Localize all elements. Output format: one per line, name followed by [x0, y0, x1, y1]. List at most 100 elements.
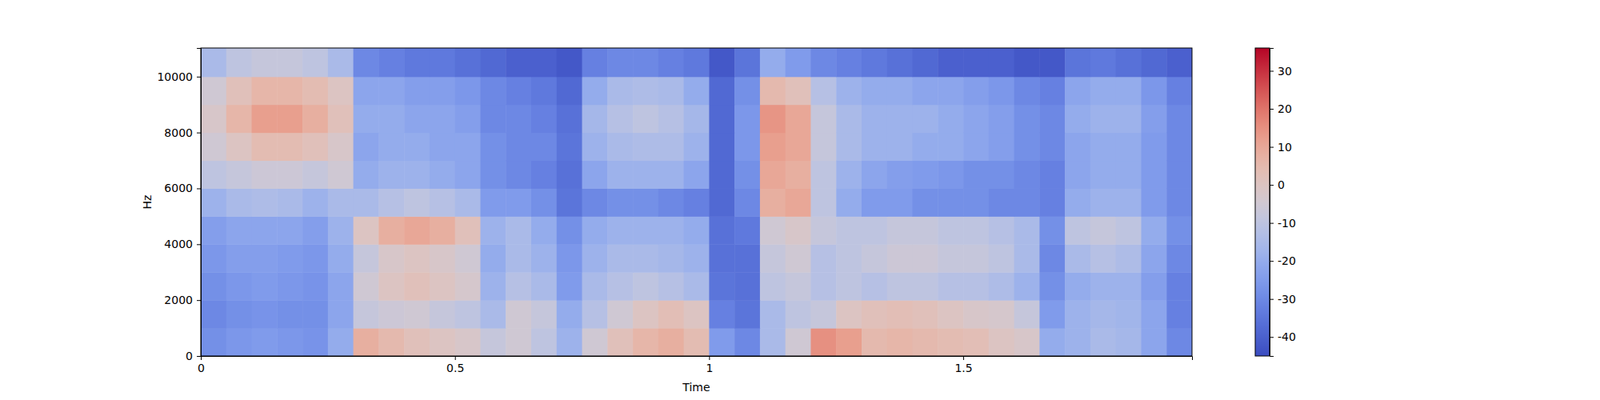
- cell: [1039, 216, 1065, 244]
- cell: [937, 132, 964, 161]
- cell: [1090, 216, 1116, 244]
- cell: [963, 216, 989, 244]
- cell: [810, 132, 836, 161]
- cell: [1140, 300, 1167, 328]
- cell: [734, 132, 760, 161]
- cell: [276, 76, 303, 105]
- cell: [658, 272, 684, 300]
- cell: [988, 328, 1015, 356]
- cell: [252, 48, 278, 77]
- cell: [988, 216, 1015, 244]
- cell: [531, 328, 557, 356]
- cell: [861, 160, 888, 189]
- tick-label: 10: [1277, 140, 1292, 154]
- cell: [760, 188, 786, 216]
- cell: [963, 48, 989, 77]
- cell: [276, 104, 303, 133]
- cell: [988, 244, 1015, 272]
- cell: [276, 328, 303, 356]
- cell: [200, 272, 227, 300]
- cell: [658, 104, 684, 133]
- cell: [1014, 104, 1040, 133]
- cell: [1140, 104, 1167, 133]
- cell: [861, 328, 888, 356]
- cell: [531, 188, 557, 216]
- cell: [1014, 272, 1040, 300]
- cell: [836, 272, 862, 300]
- cell: [404, 188, 430, 216]
- cell: [785, 328, 812, 356]
- cell: [836, 48, 862, 77]
- cell: [455, 104, 481, 133]
- cell: [353, 244, 380, 272]
- cell: [1064, 76, 1091, 105]
- cell: [607, 244, 633, 272]
- y-axis: 0200040006000800010000: [156, 48, 201, 363]
- cell: [1166, 244, 1192, 272]
- cell: [378, 328, 404, 356]
- cell: [404, 244, 430, 272]
- cell: [912, 132, 939, 161]
- cell: [937, 48, 964, 77]
- cell: [861, 300, 888, 328]
- cell: [556, 160, 583, 189]
- cell: [302, 244, 328, 272]
- tick-label: 30: [1277, 64, 1292, 77]
- cell: [658, 76, 684, 105]
- cell: [378, 48, 404, 77]
- cell: [1014, 216, 1040, 244]
- cell: [378, 188, 404, 216]
- cell: [480, 216, 506, 244]
- cell: [200, 216, 227, 244]
- cell: [1116, 244, 1142, 272]
- cell: [632, 188, 659, 216]
- cell: [937, 216, 964, 244]
- cell: [1014, 160, 1040, 189]
- cell: [328, 104, 354, 133]
- cell: [861, 48, 888, 77]
- cell: [531, 48, 557, 77]
- cell: [302, 300, 328, 328]
- cell: [1090, 300, 1116, 328]
- cell: [887, 76, 913, 105]
- cell: [1039, 104, 1065, 133]
- cell: [276, 48, 303, 77]
- cell: [378, 272, 404, 300]
- cell: [302, 272, 328, 300]
- cell: [302, 188, 328, 216]
- cell: [708, 132, 735, 161]
- cell: [302, 328, 328, 356]
- cell: [531, 76, 557, 105]
- cell: [1064, 244, 1091, 272]
- cell: [1166, 300, 1192, 328]
- cell: [836, 188, 862, 216]
- cell: [887, 272, 913, 300]
- cell: [480, 76, 506, 105]
- cell: [912, 300, 939, 328]
- tick-label: 1: [705, 361, 713, 375]
- cell: [1014, 188, 1040, 216]
- cell: [582, 300, 608, 328]
- tick-label: -40: [1277, 330, 1296, 344]
- cell: [429, 132, 456, 161]
- cell: [937, 300, 964, 328]
- cell: [708, 300, 735, 328]
- cell: [200, 300, 227, 328]
- tick-label: 0.5: [446, 361, 464, 375]
- cell: [505, 160, 532, 189]
- tick-mark: [196, 300, 201, 301]
- cell: [353, 160, 380, 189]
- cell: [505, 104, 532, 133]
- cell: [404, 300, 430, 328]
- cell: [480, 160, 506, 189]
- tick-label: -10: [1277, 216, 1296, 230]
- tick-mark: [1269, 336, 1274, 338]
- cell: [353, 104, 380, 133]
- cell: [760, 76, 786, 105]
- cell: [632, 216, 659, 244]
- cell: [1090, 48, 1116, 77]
- cell: [861, 76, 888, 105]
- cell: [1090, 132, 1116, 161]
- cell: [582, 244, 608, 272]
- cell: [785, 132, 812, 161]
